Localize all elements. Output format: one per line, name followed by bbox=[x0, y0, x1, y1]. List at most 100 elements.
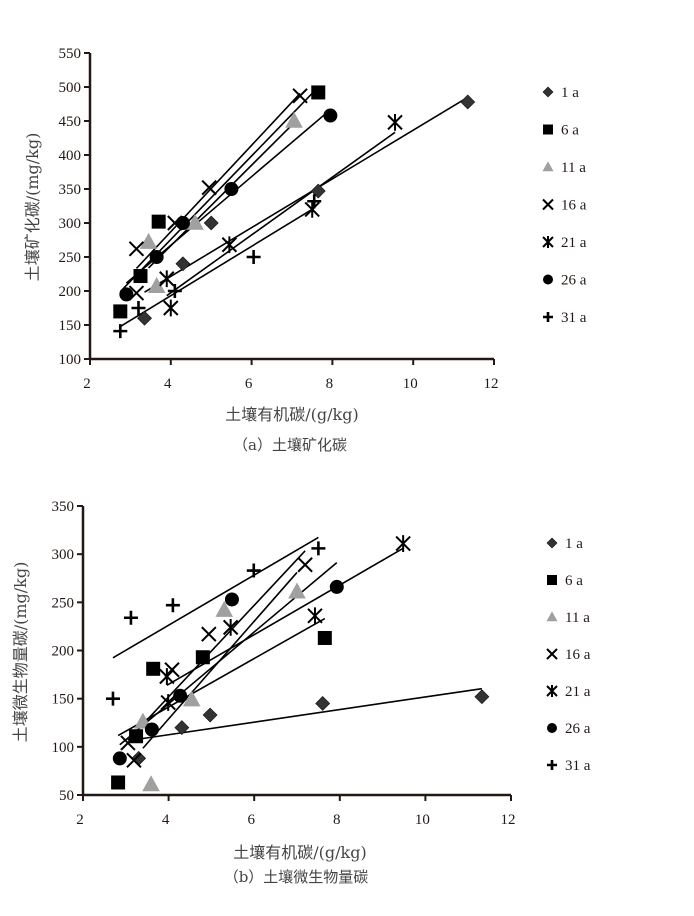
legend-item-21a: 21 a bbox=[546, 684, 591, 700]
legend-label: 26 a bbox=[561, 273, 587, 289]
trendline-6a bbox=[117, 617, 326, 737]
legend-item-6a: 6 a bbox=[547, 573, 583, 589]
legend-item-1a: 1 a bbox=[542, 85, 579, 101]
point-26a bbox=[224, 592, 239, 607]
point-1a bbox=[315, 696, 331, 711]
trendline-1a bbox=[138, 687, 483, 740]
chart-a-caption: （a）土壤矿化碳 bbox=[233, 436, 347, 454]
point-26a bbox=[175, 216, 190, 230]
point-31a bbox=[113, 324, 128, 339]
point-21a bbox=[304, 201, 320, 218]
x-tick-label: 8 bbox=[326, 376, 334, 392]
legend-marker-21a bbox=[546, 685, 558, 697]
legend-marker-31a bbox=[543, 312, 553, 322]
point-11a bbox=[186, 213, 204, 230]
chart-b-caption: （b）土壤微生物量碳 bbox=[224, 868, 369, 886]
point-21a bbox=[159, 668, 175, 685]
chart-b-y-axis-title: 土壤微生物量碳/(mg/kg) bbox=[11, 562, 30, 743]
legend-marker-31a bbox=[547, 760, 557, 770]
point-11a bbox=[147, 277, 166, 294]
point-21a bbox=[307, 607, 323, 625]
point-26a bbox=[149, 250, 164, 264]
point-31a bbox=[123, 610, 138, 625]
point-6a bbox=[317, 630, 332, 645]
legend-item-26a: 26 a bbox=[543, 273, 587, 289]
trendline-1a bbox=[144, 96, 469, 293]
legend-label: 1 a bbox=[565, 536, 583, 552]
legend-label: 6 a bbox=[565, 573, 583, 589]
legend-item-21a: 21 a bbox=[542, 235, 587, 251]
point-26a bbox=[329, 579, 344, 594]
point-6a bbox=[195, 650, 210, 665]
point-21a bbox=[160, 694, 176, 711]
point-31a bbox=[246, 250, 261, 264]
point-6a bbox=[146, 661, 161, 676]
point-26a bbox=[144, 722, 159, 737]
legend-marker-1a bbox=[542, 86, 554, 98]
legend-marker-11a bbox=[542, 161, 554, 172]
chart-b-x-axis-title: 土壤有机碳/(g/kg) bbox=[233, 843, 366, 862]
point-16a bbox=[292, 88, 308, 104]
legend-item-26a: 26 a bbox=[547, 721, 591, 737]
y-tick-label: 100 bbox=[59, 352, 82, 368]
point-11a bbox=[142, 775, 160, 792]
legend-item-6a: 6 a bbox=[543, 123, 579, 139]
point-1a bbox=[203, 215, 219, 231]
point-21a bbox=[222, 618, 239, 636]
legend-item-11a: 11 a bbox=[546, 610, 590, 626]
point-21a bbox=[163, 299, 179, 317]
x-tick-label: 4 bbox=[162, 812, 170, 828]
chart-b-ticks: 50 100 150 200 250 300 350 2 4 6 8 10 12 bbox=[52, 499, 516, 828]
trendline-16a bbox=[127, 550, 306, 741]
legend-marker-26a bbox=[543, 274, 553, 285]
x-tick-label: 4 bbox=[164, 376, 172, 392]
trendline-31a bbox=[112, 536, 319, 659]
legend-label: 16 a bbox=[565, 647, 591, 663]
point-21a bbox=[221, 236, 238, 254]
legend-marker-16a bbox=[546, 648, 558, 660]
point-1a bbox=[474, 689, 490, 705]
y-tick-label: 150 bbox=[52, 692, 75, 708]
legend-label: 26 a bbox=[565, 721, 591, 737]
chart-a-soil-mineralized-carbon: 100 150 200 250 300 350 400 450 500 550 2 4 6 8 10 12 土… bbox=[23, 46, 587, 454]
legend-marker-6a bbox=[543, 124, 553, 135]
trendline-21a bbox=[166, 547, 404, 686]
chart-a-legend: 1 a 6 a 11 a 16 a 21 a 26 a 31 a bbox=[542, 85, 587, 326]
point-31a bbox=[167, 284, 182, 298]
y-tick-label: 50 bbox=[59, 788, 74, 804]
legend-label: 16 a bbox=[561, 198, 587, 214]
point-16a bbox=[120, 735, 136, 751]
point-31a bbox=[311, 541, 326, 556]
legend-label: 1 a bbox=[561, 85, 579, 101]
y-tick-label: 200 bbox=[59, 284, 82, 300]
point-6a bbox=[133, 269, 148, 284]
legend-item-16a: 16 a bbox=[542, 198, 587, 214]
trendline-31a bbox=[119, 207, 315, 328]
point-1a bbox=[174, 720, 190, 735]
y-tick-label: 350 bbox=[59, 182, 82, 198]
x-tick-label: 10 bbox=[403, 376, 418, 392]
legend-marker-1a bbox=[546, 537, 558, 549]
point-16a bbox=[128, 241, 145, 257]
point-21a bbox=[395, 535, 411, 552]
legend-label: 21 a bbox=[565, 684, 591, 700]
legend-item-31a: 31 a bbox=[547, 758, 591, 774]
point-16a bbox=[297, 557, 313, 573]
legend-label: 31 a bbox=[565, 758, 591, 774]
point-11a bbox=[182, 690, 201, 707]
point-1a bbox=[131, 750, 147, 766]
chart-b-trendlines bbox=[112, 536, 483, 749]
point-1a bbox=[175, 256, 191, 272]
chart-b-legend: 1 a 6 a 11 a 16 a 21 a 26 a 31 a bbox=[546, 536, 591, 774]
point-6a bbox=[151, 214, 166, 229]
y-tick-label: 250 bbox=[59, 250, 82, 266]
x-tick-label: 8 bbox=[333, 812, 341, 828]
x-tick-label: 10 bbox=[415, 812, 430, 828]
x-tick-label: 6 bbox=[245, 376, 253, 392]
legend-label: 21 a bbox=[561, 235, 587, 251]
point-26a bbox=[323, 108, 338, 123]
x-tick-label: 12 bbox=[484, 376, 499, 392]
point-31a bbox=[246, 563, 261, 578]
y-tick-label: 250 bbox=[52, 595, 75, 611]
